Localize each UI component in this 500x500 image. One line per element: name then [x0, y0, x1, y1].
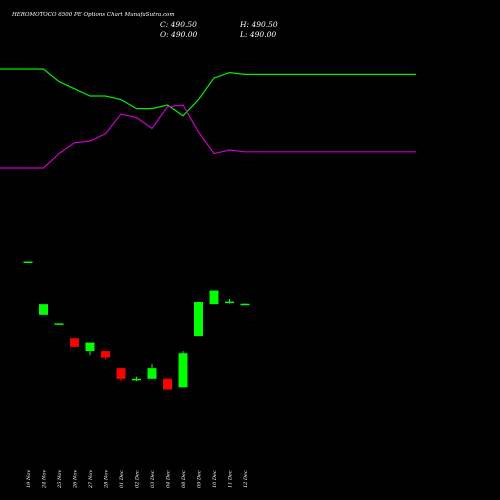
- candle-body: [101, 351, 110, 358]
- candle-7: [116, 368, 126, 381]
- x-tick-label: 01 Dec: [119, 470, 125, 488]
- candle-body: [240, 303, 250, 306]
- x-tick-label: 12 Dec: [243, 470, 249, 488]
- candle-10: [163, 378, 172, 390]
- candle-8: [132, 376, 141, 381]
- close-label: C: 490.50: [160, 20, 197, 29]
- x-tick-label: 10 Dec: [212, 470, 218, 488]
- candle-body: [163, 378, 172, 390]
- candle-body: [85, 342, 95, 352]
- candle-12: [194, 302, 203, 337]
- high-label: H: 490.50: [239, 20, 278, 29]
- x-tick-label: 03 Dec: [150, 470, 156, 488]
- candle-body: [39, 304, 48, 315]
- candle-11: [178, 351, 188, 388]
- candle-body: [225, 301, 234, 304]
- x-tick-label: 19 Nov: [26, 470, 32, 488]
- x-tick-label: 04 Dec: [166, 470, 172, 488]
- candle-body: [54, 323, 64, 325]
- candle-3: [54, 323, 64, 325]
- purple-indicator-line: [0, 104, 416, 169]
- candle-body: [178, 353, 188, 388]
- x-axis-ticks: 19 Nov 24 Nov 25 Nov 26 Nov 27 Nov 28 Nov 01 D…: [26, 470, 249, 489]
- candle-body: [209, 290, 219, 305]
- open-label: O: 490.00: [160, 30, 198, 39]
- candle-body: [194, 302, 203, 337]
- candle-13: [209, 290, 219, 305]
- chart-title: HEROMOTOCO 6500 PE Options Chart MunafaS…: [11, 12, 175, 18]
- candle-body: [132, 378, 141, 381]
- candle-9: [147, 363, 157, 379]
- candle-2: [39, 304, 48, 315]
- candle-1: [23, 261, 33, 264]
- x-tick-label: 25 Nov: [57, 470, 63, 489]
- candle-body: [70, 338, 79, 347]
- candle-body: [116, 368, 126, 379]
- x-tick-label: 09 Dec: [197, 470, 203, 488]
- candle-body: [23, 261, 33, 264]
- candles: [23, 261, 250, 390]
- x-tick-label: 08 Dec: [181, 470, 187, 488]
- candle-15: [240, 303, 250, 306]
- x-tick-label: 02 Dec: [135, 470, 141, 488]
- x-tick-label: 24 Nov: [42, 470, 48, 489]
- candle-4: [70, 338, 79, 347]
- green-indicator-line: [0, 68, 416, 117]
- candle-6: [101, 351, 110, 360]
- indicator-lines: [0, 68, 416, 169]
- candle-5: [85, 342, 95, 356]
- low-label: L: 490.00: [239, 30, 276, 39]
- x-tick-label: 11 Dec: [228, 470, 234, 488]
- candle-body: [147, 368, 157, 379]
- x-tick-label: 28 Nov: [104, 470, 110, 489]
- x-tick-label: 27 Nov: [88, 470, 94, 489]
- candle-14: [225, 299, 234, 304]
- x-tick-label: 26 Nov: [73, 470, 79, 489]
